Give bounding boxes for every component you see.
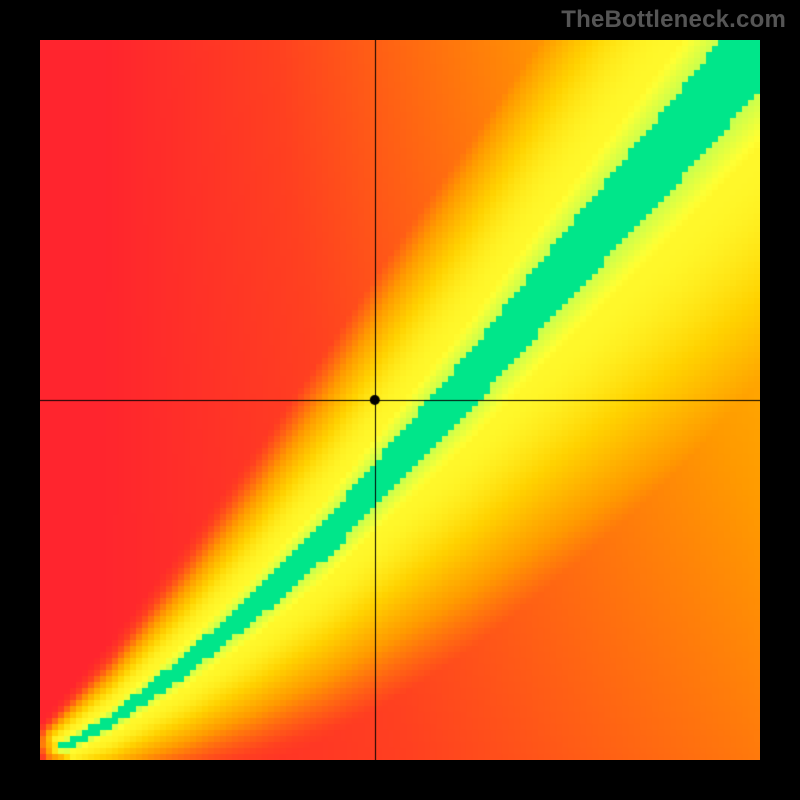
chart-container: TheBottleneck.com — [0, 0, 800, 800]
watermark-text: TheBottleneck.com — [561, 6, 786, 34]
overlay-canvas — [40, 40, 760, 760]
